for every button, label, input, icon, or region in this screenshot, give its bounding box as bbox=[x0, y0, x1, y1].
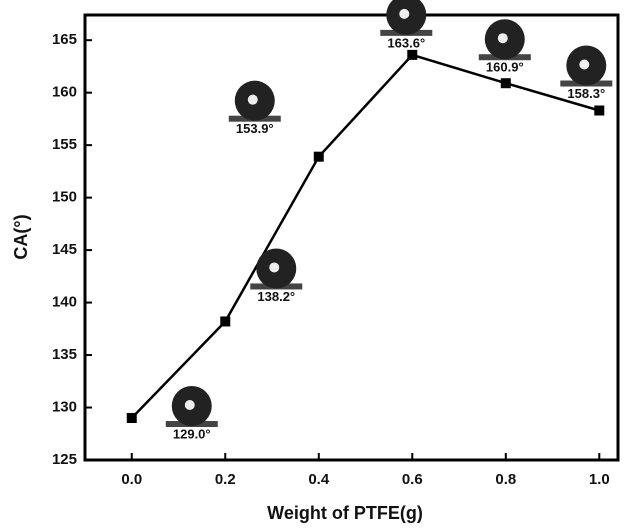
y-axis-label: CA(°) bbox=[11, 214, 31, 259]
value-label: 153.9° bbox=[236, 121, 274, 136]
x-tick-label: 0.6 bbox=[402, 471, 423, 488]
data-line bbox=[130, 53, 600, 419]
plot-frame bbox=[83, 13, 620, 462]
value-label: 160.9° bbox=[486, 60, 524, 75]
y-tick-label: 130 bbox=[52, 398, 77, 415]
data-point bbox=[407, 49, 418, 60]
x-axis-label: Weight of PTFE(g) bbox=[267, 503, 423, 523]
droplet-highlight bbox=[247, 94, 258, 105]
x-tick-label: 1.0 bbox=[589, 471, 610, 488]
droplet-highlight bbox=[269, 262, 280, 273]
droplet-highlight bbox=[497, 33, 508, 44]
y-tick-label: 165 bbox=[52, 31, 77, 48]
value-label: 138.2° bbox=[257, 289, 295, 304]
data-point bbox=[500, 78, 511, 89]
droplet-highlight bbox=[184, 400, 195, 411]
data-point bbox=[220, 316, 231, 327]
x-tick-label: 0.8 bbox=[495, 471, 516, 488]
data-point bbox=[313, 151, 324, 162]
x-tick-label: 0.4 bbox=[308, 471, 330, 488]
y-tick-label: 125 bbox=[52, 451, 77, 468]
y-tick-label: 145 bbox=[52, 241, 77, 258]
droplet-highlight bbox=[399, 8, 410, 19]
data-point bbox=[126, 413, 137, 424]
value-label: 158.3° bbox=[567, 86, 605, 101]
y-tick-label: 160 bbox=[52, 84, 77, 101]
y-tick-label: 150 bbox=[52, 189, 77, 206]
y-tick-label: 135 bbox=[52, 346, 77, 363]
value-label: 129.0° bbox=[173, 426, 211, 441]
droplet-highlight bbox=[579, 59, 590, 70]
data-point bbox=[594, 105, 605, 116]
y-tick-label: 155 bbox=[52, 136, 77, 153]
y-tick-label: 140 bbox=[52, 294, 77, 311]
value-label: 163.6° bbox=[387, 35, 425, 50]
x-tick-label: 0.0 bbox=[121, 471, 142, 488]
x-tick-label: 0.2 bbox=[215, 471, 236, 488]
